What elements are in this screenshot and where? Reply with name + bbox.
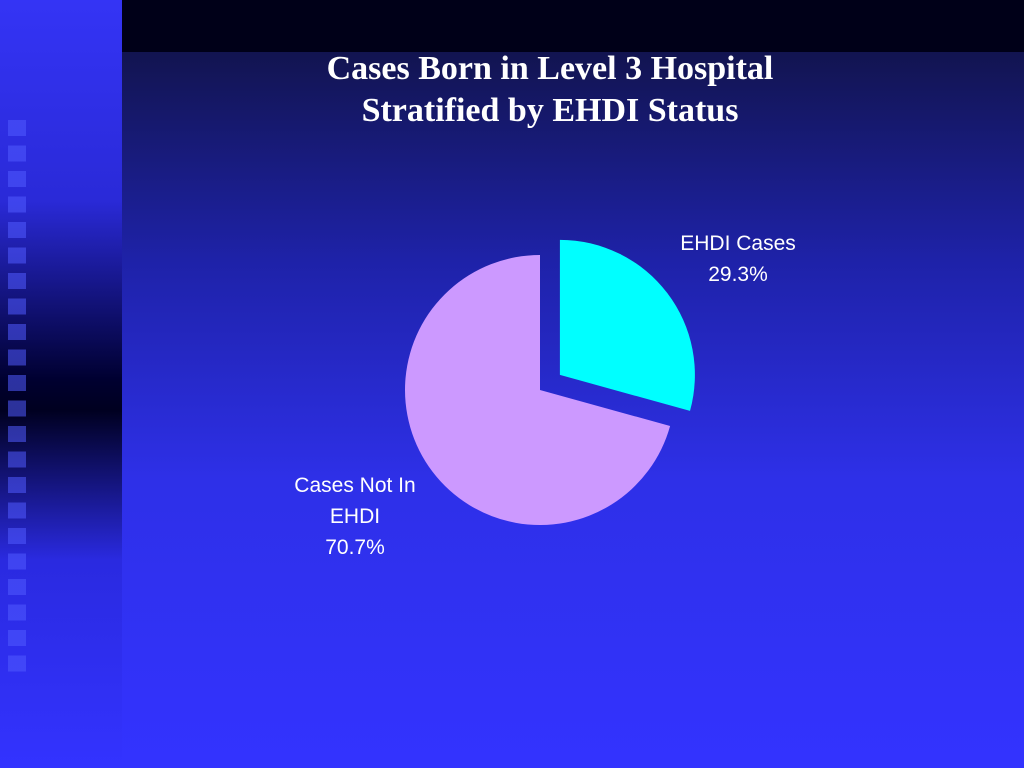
side-strip [0, 0, 122, 768]
slice-label: Cases Not In EHDI 70.7% [270, 470, 440, 563]
decoration [8, 120, 26, 680]
chart-title: Cases Born in Level 3 Hospital Stratifie… [240, 48, 860, 132]
category-label: Cases Not In EHDI [294, 474, 416, 528]
category-label: EHDI Cases [680, 232, 796, 255]
pie-slice [559, 239, 695, 411]
value-label: 70.7% [325, 536, 385, 559]
title-line: Cases Born in Level 3 Hospital [326, 50, 774, 87]
pie-slice [405, 255, 671, 525]
value-label: 29.3% [708, 263, 768, 286]
slice-label: EHDI Cases 29.3% [653, 228, 823, 290]
title-line: Stratified by EHDI Status [361, 92, 739, 129]
